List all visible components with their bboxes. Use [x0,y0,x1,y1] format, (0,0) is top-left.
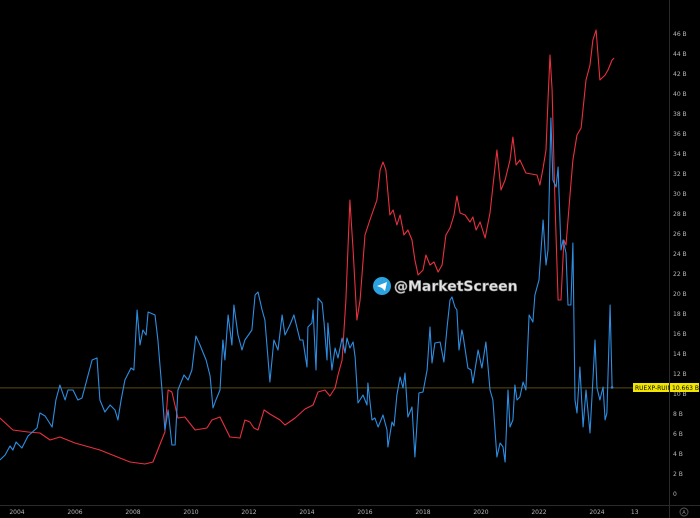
current-value-text: 10.663 B [672,385,699,392]
y-tick-label: 18 B [673,311,687,318]
y-tick-label: 14 B [673,351,687,358]
series-name-label: RUEXP-RUIMP [635,385,677,392]
y-tick-label: 36 B [673,131,687,138]
y-tick-label: 26 B [673,231,687,238]
y-tick-label: 20 B [673,291,687,298]
y-tick-label: 30 B [673,191,687,198]
y-tick-label: 4 B [673,451,683,458]
x-tick-label: 2016 [357,509,372,516]
telegram-plane-icon [377,282,387,291]
x-axis[interactable]: 2004 2006 2008 2010 2012 2014 2016 2018 2020 2022… [9,509,638,516]
y-axis[interactable]: 0 2 B 4 B 6 B 8 B 10 B 12 B 14 B 16 B 18 B 20 B 22 … [673,31,687,498]
y-tick-label: 0 [673,491,677,498]
y-tick-label: 32 B [673,171,687,178]
y-tick-label: 46 B [673,31,687,38]
x-tick-label: 2014 [299,509,314,516]
red-series-line [0,29,615,465]
y-tick-label: 42 B [673,71,687,78]
y-tick-label: 44 B [673,51,687,58]
x-tick-label: 2006 [67,509,82,516]
y-tick-label: 22 B [673,271,687,278]
x-tick-label: 2018 [415,509,430,516]
y-tick-label: 12 B [673,371,687,378]
x-tick-label: 13 [631,509,639,516]
y-tick-label: 6 B [673,431,683,438]
x-tick-label: 2008 [125,509,140,516]
last-point-marker [610,386,614,389]
auto-scale-label: A [682,510,686,516]
y-tick-label: 10 B [673,391,687,398]
y-tick-label: 16 B [673,331,687,338]
y-tick-label: 38 B [673,111,687,118]
auto-scale-button[interactable]: A [679,507,689,517]
watermark: @MarketScreen [373,277,518,295]
x-tick-label: 2004 [9,509,24,516]
blue-series-line [0,117,613,463]
y-tick-label: 2 B [673,471,683,478]
y-tick-label: 24 B [673,251,687,258]
x-tick-label: 2020 [473,509,488,516]
x-tick-label: 2010 [183,509,198,516]
watermark-text: @MarketScreen [394,279,518,295]
y-tick-label: 34 B [673,151,687,158]
y-tick-label: 8 B [673,411,683,418]
x-tick-label: 2012 [241,509,256,516]
y-tick-label: 28 B [673,211,687,218]
y-tick-label: 40 B [673,91,687,98]
x-tick-label: 2024 [589,509,604,516]
series-group [0,29,615,465]
x-tick-label: 2022 [531,509,546,516]
current-value-label: RUEXP-RUIMP 10.663 B [633,383,699,392]
